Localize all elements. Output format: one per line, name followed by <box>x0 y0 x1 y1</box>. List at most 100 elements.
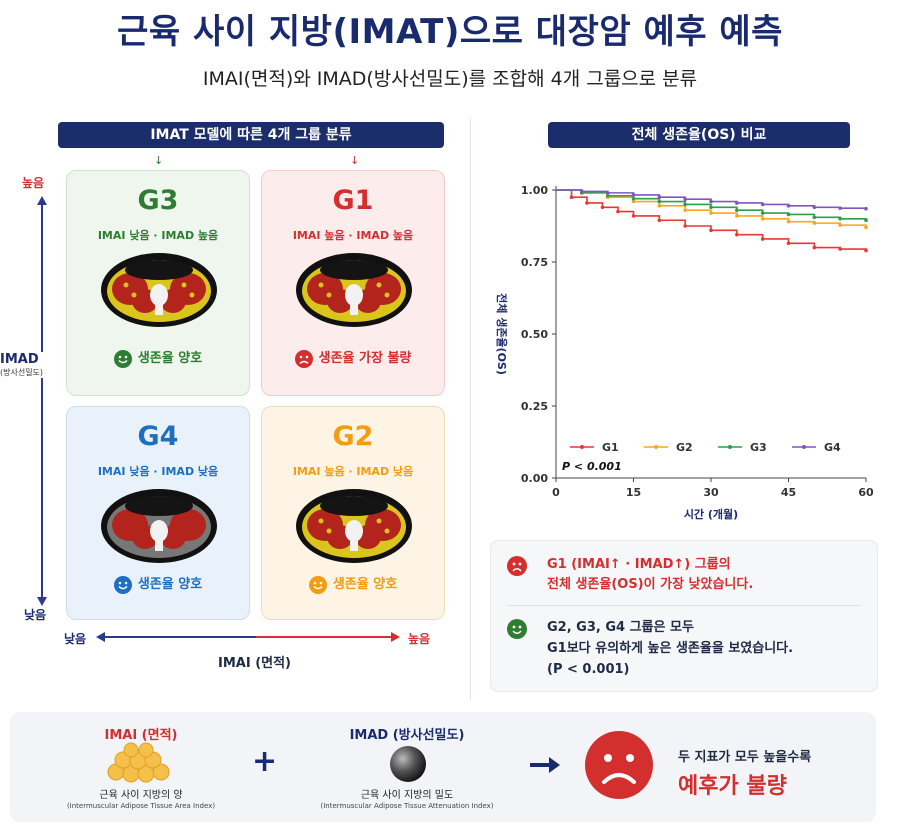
group-name: G1 <box>332 185 374 216</box>
right-panel-header: 전체 생존율(OS) 비교 <box>548 122 850 148</box>
censor-mark <box>631 193 636 197</box>
ct-imat-spot <box>318 282 324 288</box>
imai-title: IMAI (면적) <box>104 728 178 743</box>
censor-mark <box>683 197 687 202</box>
page-title: 근육 사이 지방(IMAT)으로 대장암 예후 예측 <box>117 12 783 52</box>
ct-scan-image <box>296 489 412 563</box>
density-sphere-icon <box>390 746 426 782</box>
y-axis-high-label: 높음 <box>22 176 45 190</box>
censor-mark <box>812 205 817 210</box>
censor-mark <box>657 218 662 223</box>
censor-mark <box>600 205 605 210</box>
censor-mark <box>864 248 868 253</box>
ct-spinous-process <box>155 539 163 551</box>
left-panel-header: IMAT 모델에 따른 4개 그룹 분류 <box>58 122 444 148</box>
y-tick-label: 0.00 <box>521 472 548 485</box>
censor-mark <box>709 211 713 215</box>
ct-vertebra <box>150 284 168 306</box>
censor-mark <box>616 209 620 214</box>
group-card-g3: G3 IMAI 낮음 · IMAD 높음 생존율 양호 <box>66 170 250 396</box>
smile-face-icon <box>507 619 527 639</box>
x-axis-high-label: 높음 <box>408 632 431 646</box>
finding-others-line2: G1보다 유의하게 높은 생존율을 보였습니다. <box>547 641 794 656</box>
x-axis-title: IMAI (면적) <box>218 656 292 671</box>
ct-vertebra <box>345 520 363 542</box>
group-name: G3 <box>137 185 179 216</box>
legend-marker <box>654 445 658 449</box>
group-status-label: 생존율 가장 불량 <box>318 351 412 366</box>
y-tick-label: 0.50 <box>521 328 548 341</box>
group-status-label: 생존율 양호 <box>137 351 203 366</box>
x-axis-low-label: 낮음 <box>64 632 87 646</box>
censor-mark <box>657 195 662 199</box>
censor-mark <box>760 237 765 241</box>
censor-mark <box>864 218 868 223</box>
group-status-label: 생존율 양호 <box>137 577 203 592</box>
smile-face-icon <box>113 349 132 368</box>
imai-en: (Intermuscular Adipose Tissue Area Index… <box>66 802 216 810</box>
y-tick-label: 1.00 <box>521 184 548 197</box>
arrow-down-icon: ↓ <box>350 154 360 167</box>
summary-bar: IMAI (면적) 근육 사이 지방의 양 (Intermuscular Adi… <box>10 712 876 822</box>
censor-mark <box>838 206 842 210</box>
censor-mark <box>735 214 739 218</box>
finding-g1: G1 (IMAI↑ · IMAD↑) 그룹의 전체 생존율(OS)이 가장 낮았… <box>547 555 753 595</box>
ct-imat-spot <box>123 282 129 288</box>
ct-imat-spot <box>326 528 332 534</box>
ct-imat-spot <box>384 528 390 534</box>
censor-mark <box>838 247 842 251</box>
sad-face-icon <box>294 349 313 368</box>
censor-mark <box>683 208 687 212</box>
ct-imat-spot <box>376 518 382 524</box>
group-status: 생존율 양호 <box>67 347 249 368</box>
y-axis-sub: (방사선밀도) <box>0 368 44 377</box>
legend-label: G1 <box>602 441 619 454</box>
smile-face-icon <box>308 575 327 594</box>
legend-label: G3 <box>750 441 767 454</box>
ct-imat-spot <box>384 292 390 298</box>
km-chart-svg: 0.00 0.25 0.50 0.75 1.00 0 15 30 45 60 시간 (개월) 전체 생… <box>495 184 874 521</box>
ct-imat-spot <box>326 292 332 298</box>
censor-mark <box>812 245 817 250</box>
censor-mark <box>735 232 739 237</box>
censor-mark <box>709 199 713 204</box>
censor-mark <box>786 204 791 208</box>
censor-mark <box>760 211 765 215</box>
conclusion-line2: 예후가 불량 <box>678 774 787 799</box>
group-desc: IMAI 높음 · IMAD 낮음 <box>292 465 414 478</box>
ct-spinous-process <box>350 303 358 315</box>
censor-mark <box>709 228 713 233</box>
censor-mark <box>812 215 817 220</box>
imai-desc: 근육 사이 지방의 양 <box>99 790 183 801</box>
x-axis-arrow <box>96 632 400 642</box>
finding-g1-line1: G1 (IMAI↑ · IMAD↑) 그룹의 <box>547 557 731 572</box>
x-tick-label: 45 <box>781 486 796 499</box>
legend-marker <box>802 445 806 449</box>
legend-marker <box>580 445 584 449</box>
ct-vertebra <box>345 284 363 306</box>
group-desc: IMAI 높음 · IMAD 높음 <box>292 229 414 242</box>
p-value-annotation: P < 0.001 <box>562 460 622 473</box>
censor-mark <box>657 204 662 208</box>
ct-spinous-process <box>350 539 358 551</box>
y-axis-title: 전체 생존율(OS) <box>495 293 509 375</box>
censor-mark <box>605 193 610 198</box>
censor-mark <box>838 217 842 221</box>
censor-mark <box>657 199 662 204</box>
imad-title: IMAD (방사선밀도) <box>349 728 465 743</box>
sad-face-icon <box>585 731 653 799</box>
legend-label: G4 <box>824 441 841 454</box>
finding-others: G2, G3, G4 그룹은 모두 G1보다 유의하게 높은 생존율을 보였습니… <box>547 617 793 680</box>
ct-imat-spot <box>376 282 382 288</box>
censor-mark <box>631 196 636 201</box>
ct-scan-image <box>101 489 217 563</box>
finding-others-line1: G2, G3, G4 그룹은 모두 <box>547 620 694 635</box>
ct-imat-spot <box>189 292 195 298</box>
ct-abdomen-cavity <box>125 260 193 280</box>
censor-mark <box>605 191 610 195</box>
ct-spinous-process <box>155 303 163 315</box>
group-desc: IMAI 낮음 · IMAD 낮음 <box>97 465 219 478</box>
conclusion-line1: 두 지표가 모두 높을수록 <box>678 750 812 765</box>
x-tick-label: 15 <box>626 486 641 499</box>
censor-mark <box>786 219 791 224</box>
